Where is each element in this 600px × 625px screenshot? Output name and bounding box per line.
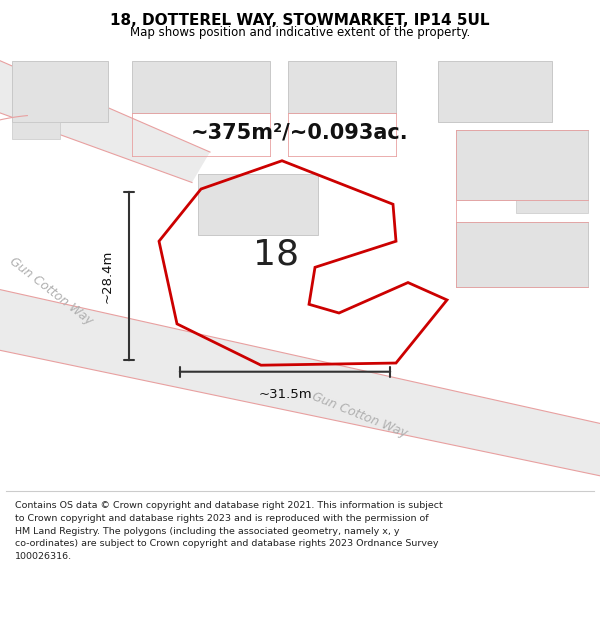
Polygon shape bbox=[12, 61, 108, 122]
Text: ~375m²/~0.093ac.: ~375m²/~0.093ac. bbox=[191, 122, 409, 142]
Polygon shape bbox=[132, 61, 270, 113]
Text: Gun Cotton Way: Gun Cotton Way bbox=[7, 255, 95, 328]
Polygon shape bbox=[516, 200, 588, 213]
Text: 18: 18 bbox=[253, 238, 299, 271]
Polygon shape bbox=[456, 222, 588, 287]
Text: Gun Cotton Way: Gun Cotton Way bbox=[310, 390, 410, 440]
Polygon shape bbox=[0, 287, 600, 478]
Polygon shape bbox=[438, 61, 552, 122]
Polygon shape bbox=[288, 61, 396, 113]
Polygon shape bbox=[0, 61, 210, 182]
Polygon shape bbox=[198, 174, 318, 235]
Polygon shape bbox=[456, 130, 588, 200]
Text: 18, DOTTEREL WAY, STOWMARKET, IP14 5UL: 18, DOTTEREL WAY, STOWMARKET, IP14 5UL bbox=[110, 13, 490, 28]
Text: ~28.4m: ~28.4m bbox=[101, 249, 114, 302]
Text: Contains OS data © Crown copyright and database right 2021. This information is : Contains OS data © Crown copyright and d… bbox=[15, 501, 443, 561]
Text: ~31.5m: ~31.5m bbox=[258, 388, 312, 401]
Text: Map shows position and indicative extent of the property.: Map shows position and indicative extent… bbox=[130, 26, 470, 39]
Polygon shape bbox=[12, 122, 60, 139]
